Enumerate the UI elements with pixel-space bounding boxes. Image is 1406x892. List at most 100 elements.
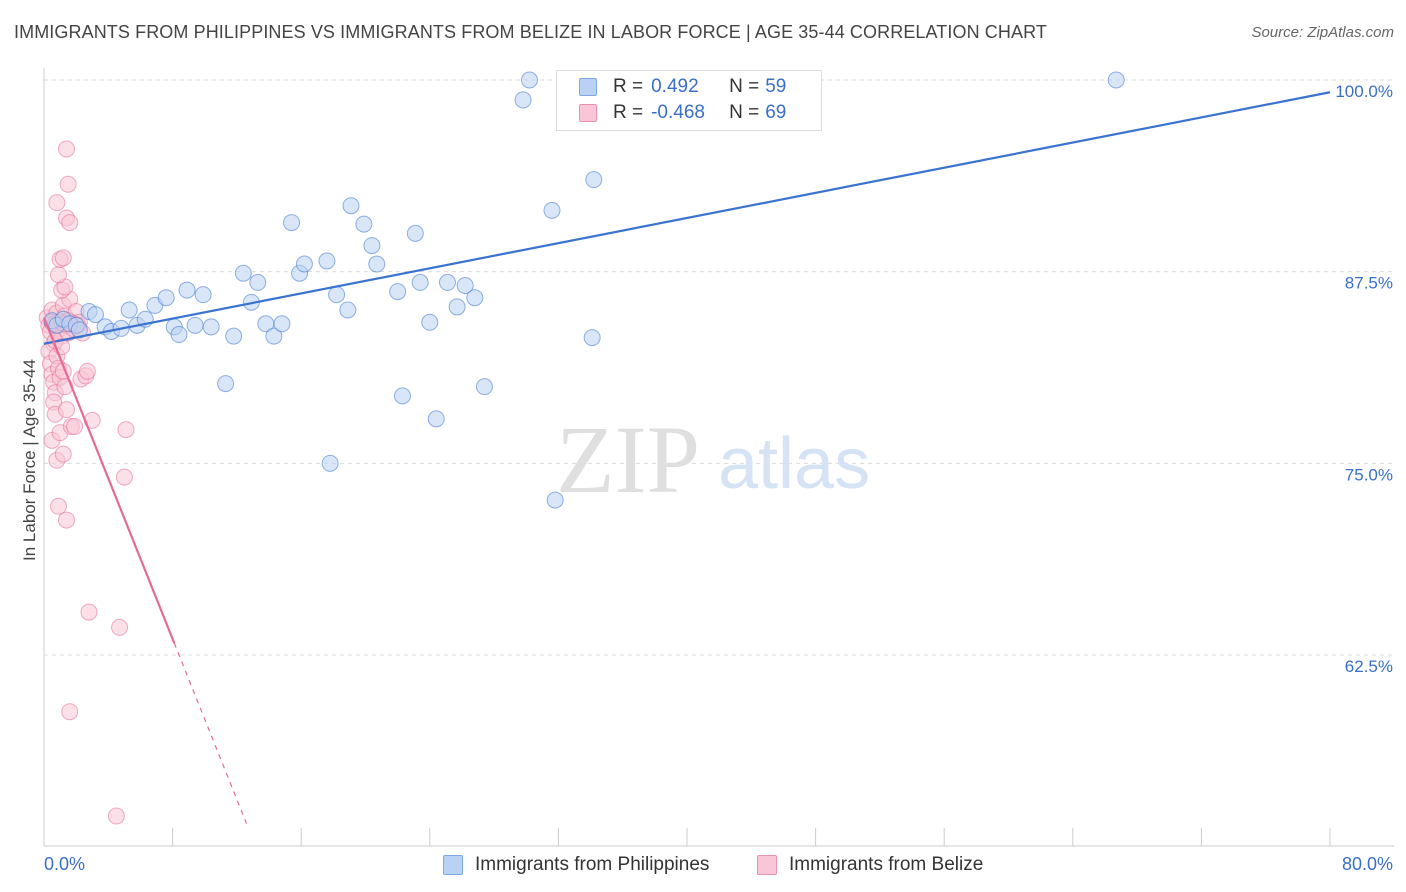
- r-label: R =: [613, 102, 644, 123]
- x-tick-label: 0.0%: [44, 854, 85, 874]
- data-point: [48, 194, 66, 212]
- watermark: ZIP atlas: [556, 406, 870, 513]
- data-point: [585, 171, 603, 189]
- data-point: [318, 252, 336, 270]
- data-point: [283, 214, 301, 232]
- data-point: [170, 326, 188, 344]
- n-label: N =: [729, 76, 760, 97]
- x-tick-labels: 0.0% 80.0%: [44, 854, 1393, 874]
- gridlines: [44, 79, 1394, 656]
- y-tick-labels: 62.5% 75.0% 87.5% 100.0%: [1335, 82, 1393, 676]
- data-point: [411, 273, 429, 291]
- y-axis-label: In Labor Force | Age 35-44: [20, 359, 39, 561]
- data-point: [1107, 71, 1125, 89]
- data-point: [389, 283, 407, 301]
- data-point: [49, 266, 67, 284]
- data-point: [178, 281, 196, 299]
- data-point: [321, 454, 339, 472]
- data-point: [438, 273, 456, 291]
- y-tick-label: 75.0%: [1345, 465, 1393, 484]
- n-value: 59: [765, 76, 787, 97]
- data-point: [58, 401, 76, 419]
- data-point: [543, 201, 561, 219]
- data-point: [78, 362, 96, 380]
- data-point: [157, 289, 175, 307]
- data-point: [339, 301, 357, 319]
- data-point: [107, 807, 125, 825]
- watermark-atlas: atlas: [718, 424, 870, 504]
- data-point: [120, 301, 138, 319]
- axes: [43, 68, 1394, 847]
- data-point: [273, 315, 291, 333]
- data-point: [475, 378, 493, 396]
- legend-item-belize: Immigrants from Belize: [757, 852, 983, 878]
- watermark-zip: ZIP: [556, 406, 700, 513]
- data-point: [54, 249, 72, 267]
- source-label: Source: ZipAtlas.com: [1251, 24, 1394, 41]
- data-point: [328, 286, 346, 304]
- data-point: [111, 618, 129, 636]
- legend-label-belize: Immigrants from Belize: [789, 854, 984, 875]
- data-point: [54, 445, 72, 463]
- legend-swatch-pink: [579, 104, 597, 122]
- data-point: [466, 289, 484, 307]
- data-point: [514, 91, 532, 109]
- data-point: [368, 255, 386, 273]
- data-point: [86, 306, 104, 324]
- data-point: [265, 327, 283, 345]
- data-point: [295, 255, 313, 273]
- data-point: [583, 329, 601, 347]
- legend-label-philippines: Immigrants from Philippines: [475, 854, 710, 875]
- r-value: -0.468: [651, 102, 705, 123]
- data-point: [49, 497, 67, 515]
- data-point: [61, 214, 79, 232]
- data-point: [225, 327, 243, 345]
- data-point: [355, 215, 373, 233]
- data-point: [448, 298, 466, 316]
- y-tick-label: 100.0%: [1335, 82, 1393, 101]
- correlation-legend: R = 0.492 N = 59 R = -0.468 N = 69: [556, 70, 822, 131]
- chart-title: IMMIGRANTS FROM PHILIPPINES VS IMMIGRANT…: [14, 22, 1047, 42]
- legend-item-philippines: Immigrants from Philippines: [443, 852, 709, 878]
- data-point: [421, 313, 439, 331]
- data-point: [115, 468, 133, 486]
- trend-line: [43, 91, 1331, 345]
- legend-swatch-pink: [757, 855, 777, 875]
- r-value: 0.492: [651, 76, 699, 97]
- legend-row-philippines: R = 0.492 N = 59: [579, 75, 786, 99]
- legend-row-belize: R = -0.468 N = 69: [579, 101, 786, 125]
- data-point: [520, 71, 538, 89]
- x-tick-label: 80.0%: [1342, 854, 1393, 874]
- data-point: [58, 511, 76, 529]
- r-label: R =: [613, 76, 644, 97]
- data-point: [342, 197, 360, 215]
- data-point: [66, 418, 84, 436]
- data-point: [61, 703, 79, 721]
- y-axis-label-wrap: In Labor Force | Age 35-44: [18, 0, 42, 892]
- data-point: [456, 276, 474, 294]
- data-point: [80, 603, 98, 621]
- data-point: [117, 421, 135, 439]
- y-tick-label: 87.5%: [1345, 274, 1393, 293]
- n-label: N =: [729, 102, 760, 123]
- data-point: [546, 491, 564, 509]
- trend-line: [42, 317, 176, 644]
- trend-lines: [42, 91, 1331, 824]
- data-point: [406, 224, 424, 242]
- series-legend: Immigrants from Philippines Immigrants f…: [0, 852, 1406, 878]
- data-point: [427, 410, 445, 428]
- data-point: [59, 175, 77, 193]
- data-point: [217, 375, 235, 393]
- data-point: [202, 318, 220, 336]
- y-tick-label: 62.5%: [1345, 657, 1393, 676]
- data-point: [186, 316, 204, 334]
- n-value: 69: [765, 102, 787, 123]
- series-belize-points: [38, 140, 135, 825]
- legend-swatch-blue: [443, 855, 463, 875]
- trend-line-extension: [173, 642, 248, 824]
- data-point: [194, 286, 212, 304]
- data-point: [234, 264, 252, 282]
- data-point: [249, 273, 267, 291]
- data-point: [393, 387, 411, 405]
- data-point: [58, 140, 76, 158]
